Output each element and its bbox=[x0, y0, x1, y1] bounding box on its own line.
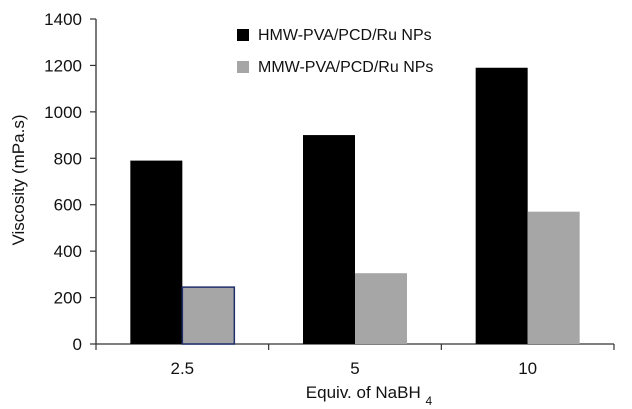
legend-label: HMW-PVA/PCD/Ru NPs bbox=[258, 27, 432, 44]
x-axis-title: Equiv. of NaBH 4 bbox=[306, 383, 433, 408]
y-tick-label: 0 bbox=[73, 335, 82, 354]
mmw-bar bbox=[181, 286, 236, 345]
hmw-bar bbox=[475, 67, 528, 344]
y-axis: 0 200 400 600 800 1000 1200 1400 bbox=[44, 10, 97, 354]
hmw-bar bbox=[303, 135, 355, 344]
x-tick-label: 5 bbox=[350, 359, 359, 378]
y-tick-label: 400 bbox=[54, 242, 82, 261]
y-tick-label: 200 bbox=[54, 289, 82, 308]
y-tick-label: 1400 bbox=[44, 10, 82, 29]
legend-swatch bbox=[237, 61, 249, 73]
mmw-bar bbox=[355, 273, 407, 344]
y-tick-label: 1000 bbox=[44, 103, 82, 122]
x-tick-label: 10 bbox=[518, 359, 537, 378]
bars bbox=[130, 67, 580, 345]
y-tick-label: 600 bbox=[54, 196, 82, 215]
x-tick-label: 2.5 bbox=[171, 359, 195, 378]
hmw-bar bbox=[130, 160, 183, 344]
legend-label: MMW-PVA/PCD/Ru NPs bbox=[258, 59, 433, 76]
mmw-bar bbox=[527, 211, 580, 344]
y-axis-title: Viscosity (mPa.s) bbox=[9, 115, 28, 246]
y-tick-label: 1200 bbox=[44, 56, 82, 75]
x-axis-title-main: Equiv. of NaBH bbox=[306, 383, 421, 402]
legend: HMW-PVA/PCD/Ru NPs MMW-PVA/PCD/Ru NPs bbox=[237, 27, 433, 76]
x-axis: 2.5 5 10 bbox=[95, 343, 615, 378]
x-axis-title-subscript: 4 bbox=[426, 394, 433, 408]
y-tick-label: 800 bbox=[54, 149, 82, 168]
legend-swatch bbox=[237, 29, 249, 41]
